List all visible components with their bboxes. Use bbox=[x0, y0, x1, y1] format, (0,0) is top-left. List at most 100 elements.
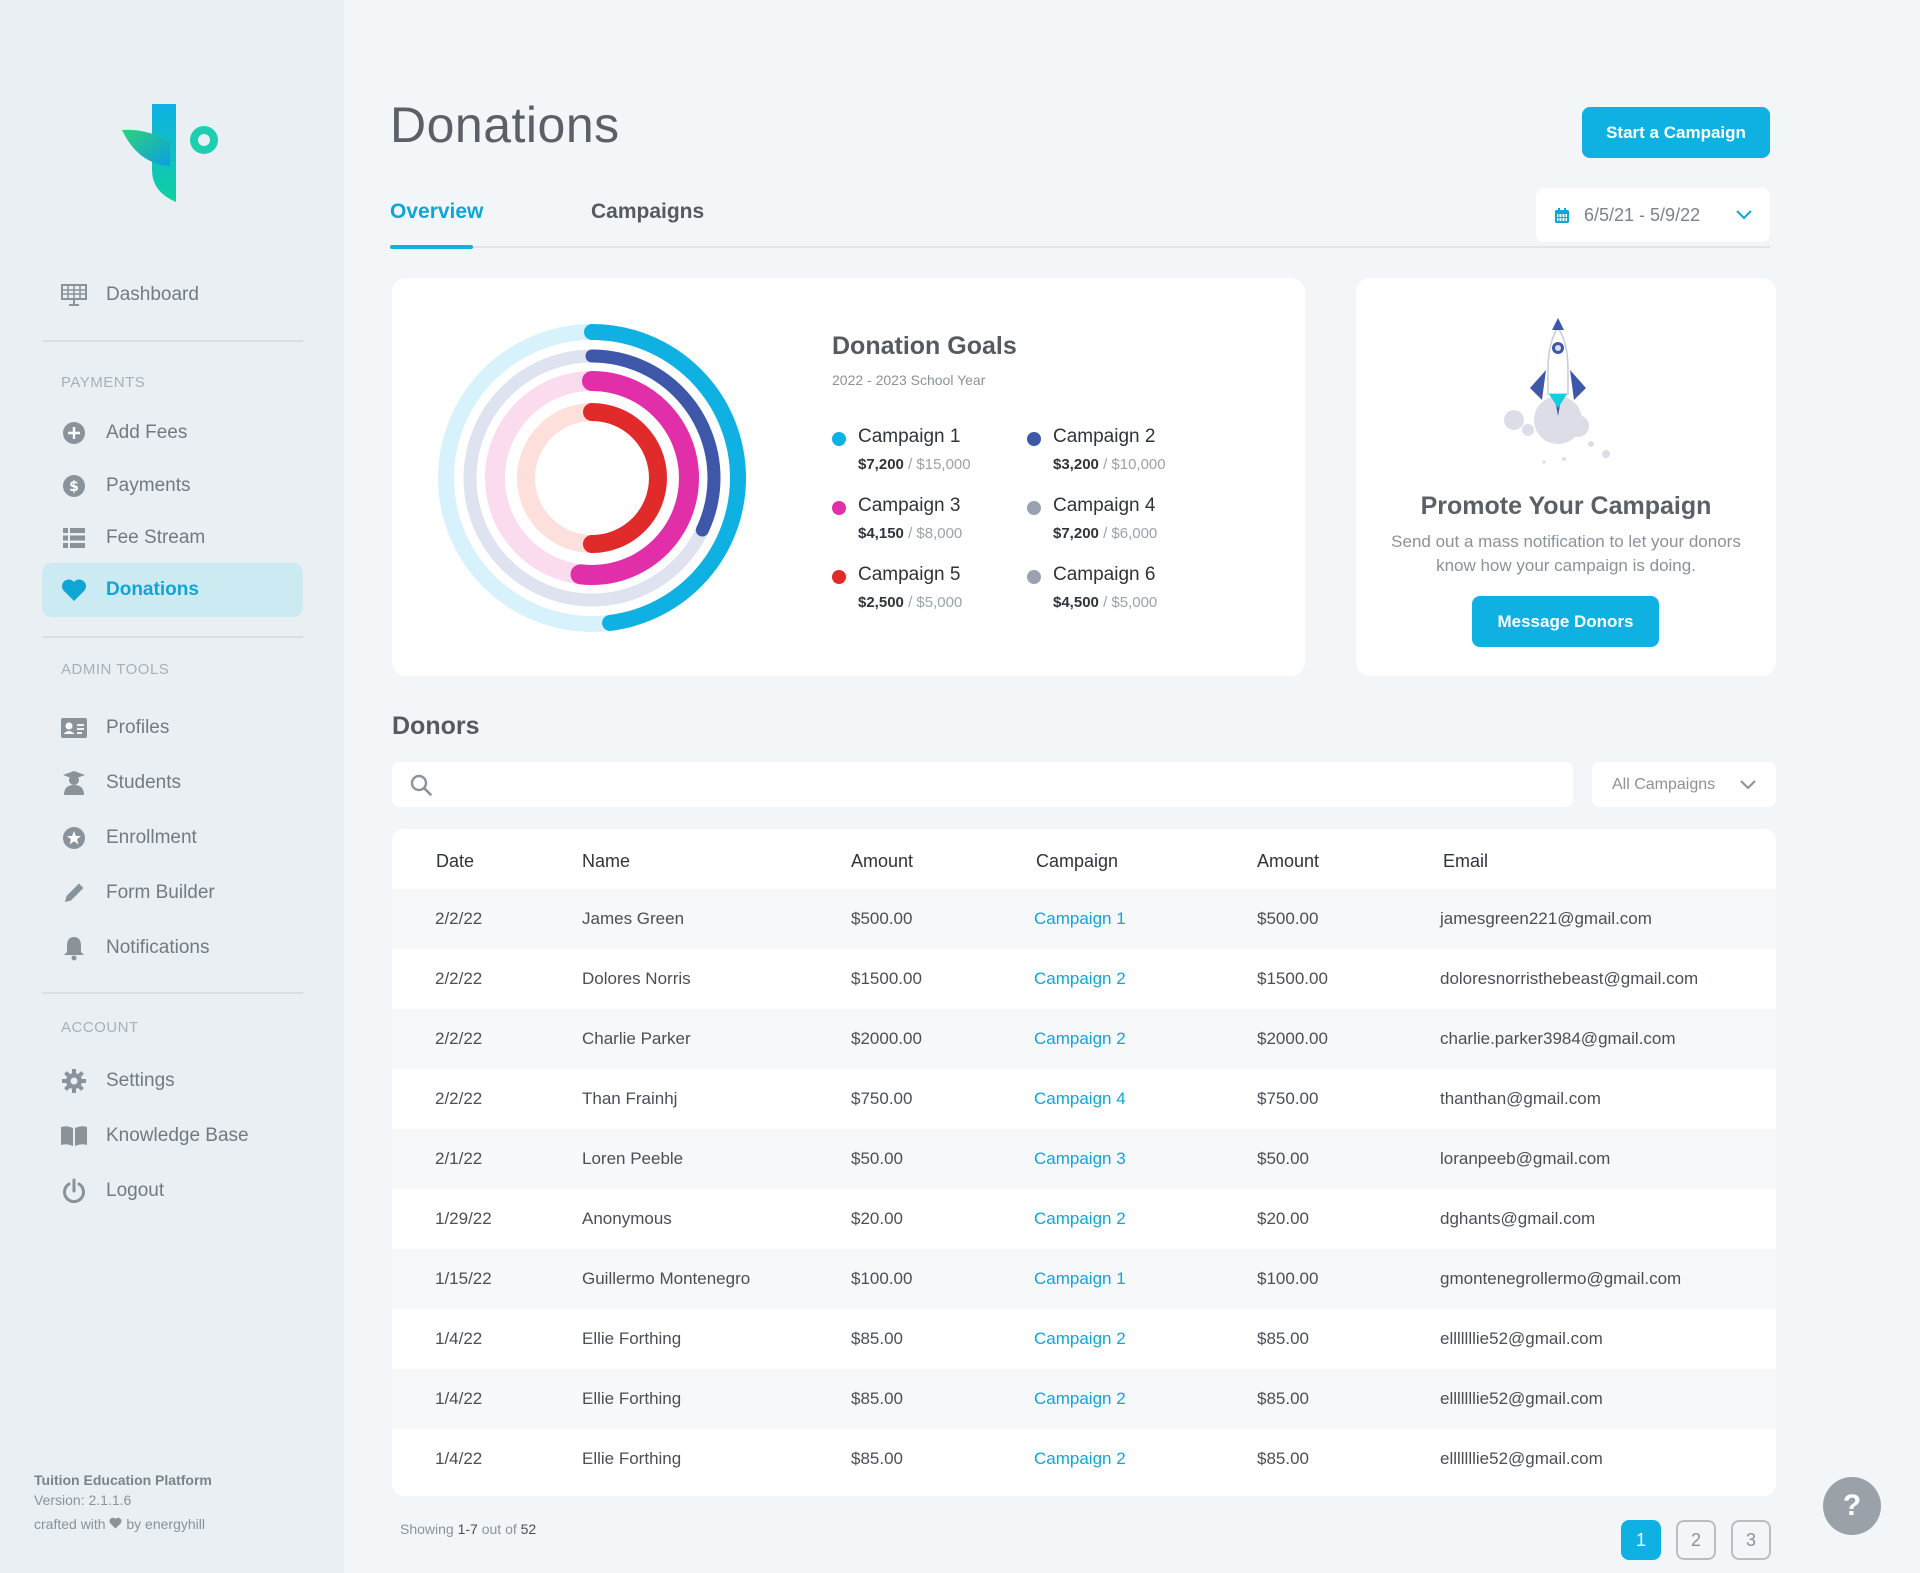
page-button-1[interactable]: 1 bbox=[1621, 1520, 1661, 1560]
table-row[interactable]: 2/2/22 Dolores Norris $1500.00 Campaign 2 $1… bbox=[392, 949, 1776, 1009]
cell-campaign[interactable]: Campaign 2 bbox=[1034, 1029, 1126, 1048]
donor-search[interactable] bbox=[392, 762, 1573, 807]
sidebar-item-label: Dashboard bbox=[106, 284, 199, 305]
table-row[interactable]: 1/4/22 Ellie Forthing $85.00 Campaign 2 $85.… bbox=[392, 1429, 1776, 1489]
cell-date: 2/2/22 bbox=[435, 1089, 483, 1108]
cell-amount-2: $2000.00 bbox=[1257, 1029, 1328, 1048]
ring-progress-campaign-5 bbox=[517, 403, 667, 553]
search-input[interactable] bbox=[444, 762, 1544, 807]
legend-campaign-name: Campaign 3 bbox=[858, 495, 961, 516]
table-row[interactable]: 1/4/22 Ellie Forthing $85.00 Campaign 2 $85.… bbox=[392, 1309, 1776, 1369]
sidebar-item-dashboard[interactable]: Dashboard bbox=[42, 268, 303, 322]
cell-campaign[interactable]: Campaign 1 bbox=[1034, 1269, 1126, 1288]
sidebar-item-settings[interactable]: Settings bbox=[42, 1054, 303, 1108]
cell-campaign[interactable]: Campaign 2 bbox=[1034, 1209, 1126, 1228]
donation-goals-subtitle: 2022 - 2023 School Year bbox=[832, 372, 986, 388]
legend-raised: $7,200 bbox=[858, 456, 904, 473]
legend-campaign-amount: $4,500 / $5,000 bbox=[1053, 594, 1157, 611]
pencil-icon bbox=[60, 879, 88, 907]
heart-icon bbox=[60, 576, 88, 604]
cell-campaign[interactable]: Campaign 3 bbox=[1034, 1149, 1126, 1168]
tab-campaigns[interactable]: Campaigns bbox=[591, 200, 705, 223]
cell-campaign[interactable]: Campaign 2 bbox=[1034, 1389, 1126, 1408]
table-row[interactable]: 1/4/22 Ellie Forthing $85.00 Campaign 2 $85.… bbox=[392, 1369, 1776, 1429]
cell-email: charlie.parker3984@gmail.com bbox=[1440, 1029, 1676, 1048]
cell-name: Charlie Parker bbox=[582, 1029, 691, 1048]
sidebar-item-knowledge-base[interactable]: Knowledge Base bbox=[42, 1109, 303, 1163]
table-row[interactable]: 1/29/22 Anonymous $20.00 Campaign 2 $20.00 dg… bbox=[392, 1189, 1776, 1249]
cell-email: elllllllie52@gmail.com bbox=[1440, 1389, 1603, 1408]
campaign-filter-value: All Campaigns bbox=[1612, 775, 1716, 793]
section-label-payments: PAYMENTS bbox=[61, 374, 146, 391]
sidebar-item-form-builder[interactable]: Form Builder bbox=[42, 866, 303, 920]
cell-name: Dolores Norris bbox=[582, 969, 691, 988]
sidebar-item-donations[interactable]: Donations bbox=[42, 563, 303, 617]
table-row[interactable]: 2/2/22 James Green $500.00 Campaign 1 $500.0… bbox=[392, 889, 1776, 949]
cell-date: 2/1/22 bbox=[435, 1149, 483, 1168]
tab-overview[interactable]: Overview bbox=[390, 200, 484, 223]
chevron-down-icon bbox=[1736, 210, 1752, 220]
donors-title: Donors bbox=[392, 712, 480, 740]
tabs-divider bbox=[390, 246, 1770, 248]
start-campaign-button[interactable]: Start a Campaign bbox=[1582, 107, 1770, 158]
promote-campaign-title: Promote Your Campaign bbox=[1420, 492, 1712, 520]
campaign-filter-select[interactable]: All Campaigns bbox=[1592, 762, 1776, 807]
message-donors-button[interactable]: Message Donors bbox=[1472, 596, 1659, 647]
sidebar-item-students[interactable]: Students bbox=[42, 756, 303, 810]
date-range-picker[interactable]: 6/5/21 - 5/9/22 bbox=[1536, 188, 1770, 242]
page-button-2[interactable]: 2 bbox=[1676, 1520, 1716, 1560]
table-row[interactable]: 2/2/22 Charlie Parker $2000.00 Campaign 2 $2… bbox=[392, 1009, 1776, 1069]
book-icon bbox=[60, 1122, 88, 1150]
sidebar-item-label: Fee Stream bbox=[106, 527, 206, 548]
cell-amount-2: $500.00 bbox=[1257, 909, 1319, 928]
legend-campaign-name: Campaign 1 bbox=[858, 426, 961, 447]
sidebar-item-payments[interactable]: $ Payments bbox=[42, 459, 303, 513]
pagination-summary: Showing 1-7 out of 52 bbox=[400, 1521, 536, 1537]
bell-icon bbox=[60, 934, 88, 962]
cell-campaign[interactable]: Campaign 2 bbox=[1034, 1329, 1126, 1348]
cell-date: 2/2/22 bbox=[435, 1029, 483, 1048]
sidebar-item-label: Logout bbox=[106, 1180, 165, 1201]
legend-raised: $7,200 bbox=[1053, 525, 1099, 542]
ring-progress-campaign-3 bbox=[485, 371, 699, 585]
cell-campaign[interactable]: Campaign 4 bbox=[1034, 1089, 1126, 1108]
cell-amount: $2000.00 bbox=[851, 1029, 922, 1048]
cell-name: Ellie Forthing bbox=[582, 1449, 682, 1468]
sidebar-item-profiles[interactable]: Profiles bbox=[42, 701, 303, 755]
cell-name: Ellie Forthing bbox=[582, 1389, 682, 1408]
sidebar-item-add-fees[interactable]: Add Fees bbox=[42, 406, 303, 460]
heart-icon bbox=[109, 1517, 122, 1529]
cell-amount: $85.00 bbox=[851, 1389, 903, 1408]
cell-amount: $50.00 bbox=[851, 1149, 903, 1168]
cell-amount: $1500.00 bbox=[851, 969, 922, 988]
sidebar-item-enrollment[interactable]: Enrollment bbox=[42, 811, 303, 865]
legend-raised: $4,150 bbox=[858, 525, 904, 542]
chevron-down-icon bbox=[1740, 779, 1756, 789]
cell-name: Than Frainhj bbox=[582, 1089, 678, 1108]
cell-campaign[interactable]: Campaign 2 bbox=[1034, 969, 1126, 988]
table-row[interactable]: 2/1/22 Loren Peeble $50.00 Campaign 3 $50.00… bbox=[392, 1129, 1776, 1189]
sidebar-item-logout[interactable]: Logout bbox=[42, 1164, 303, 1218]
help-button[interactable]: ? bbox=[1823, 1477, 1881, 1535]
table-row[interactable]: 1/15/22 Guillermo Montenegro $100.00 Campai… bbox=[392, 1249, 1776, 1309]
legend-campaign-name: Campaign 4 bbox=[1053, 495, 1156, 516]
table-row[interactable]: 2/2/22 Than Frainhj $750.00 Campaign 4 $750.… bbox=[392, 1069, 1776, 1129]
sidebar-item-fee-stream[interactable]: Fee Stream bbox=[42, 511, 303, 565]
legend-campaign-amount: $7,200 / $15,000 bbox=[858, 456, 971, 473]
sidebar-item-notifications[interactable]: Notifications bbox=[42, 921, 303, 975]
cell-amount-2: $100.00 bbox=[1257, 1269, 1319, 1288]
legend-campaign-amount: $7,200 / $6,000 bbox=[1053, 525, 1157, 542]
legend-goal: / $6,000 bbox=[1103, 525, 1158, 542]
showing-middle: out of bbox=[481, 1521, 517, 1537]
cell-date: 2/2/22 bbox=[435, 969, 483, 988]
legend-goal: / $8,000 bbox=[908, 525, 963, 542]
cell-campaign[interactable]: Campaign 2 bbox=[1034, 1449, 1126, 1468]
legend-raised: $4,500 bbox=[1053, 594, 1099, 611]
legend-dot bbox=[832, 570, 846, 584]
cell-campaign[interactable]: Campaign 1 bbox=[1034, 909, 1126, 928]
page-button-3[interactable]: 3 bbox=[1731, 1520, 1771, 1560]
cell-amount-2: $20.00 bbox=[1257, 1209, 1309, 1228]
tab-active-indicator bbox=[390, 245, 473, 249]
dashboard-icon bbox=[60, 281, 88, 309]
cell-name: Guillermo Montenegro bbox=[582, 1269, 751, 1288]
